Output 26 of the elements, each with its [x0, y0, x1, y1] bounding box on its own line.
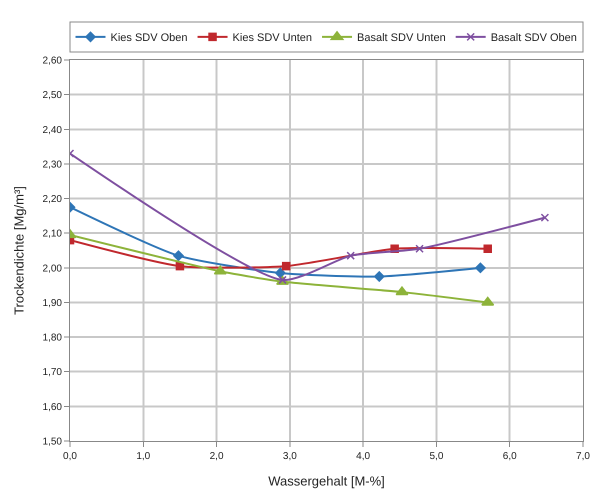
y-tick-label: 2,40	[42, 124, 62, 136]
y-tick-label: 1,50	[42, 436, 62, 448]
y-axis-title: Trockendichte [Mg/m³]	[11, 186, 26, 315]
legend-label: Basalt SDV Unten	[357, 32, 446, 44]
x-tick-label: 2,0	[210, 451, 224, 462]
y-tick-label: 1,80	[42, 332, 62, 344]
x-tick-label: 1,0	[136, 451, 151, 462]
legend-label: Kies SDV Unten	[232, 32, 312, 44]
x-tick-label: 7,0	[576, 451, 590, 462]
y-tick-label: 2,50	[42, 90, 62, 102]
y-tick-label: 2,30	[42, 159, 62, 170]
y-tick-label: 2,60	[42, 56, 62, 66]
y-tick-label: 1,70	[42, 367, 62, 378]
y-tick-label: 2,00	[42, 263, 62, 274]
y-tick-label: 1,60	[42, 402, 62, 413]
y-tick-label: 2,20	[42, 194, 62, 206]
x-tick-label: 6,0	[502, 451, 518, 462]
x-tick-label: 4,0	[356, 451, 371, 462]
x-tick-label: 0,0	[63, 451, 78, 462]
legend-label: Basalt SDV Oben	[490, 32, 577, 44]
legend-label: Kies SDV Oben	[110, 32, 188, 44]
y-tick-label: 2,10	[42, 228, 62, 240]
y-tick-label: 1,90	[42, 298, 62, 309]
x-axis-title: Wassergehalt [M-%]	[268, 474, 385, 489]
x-tick-label: 3,0	[282, 451, 298, 462]
x-tick-label: 5,0	[429, 451, 444, 462]
